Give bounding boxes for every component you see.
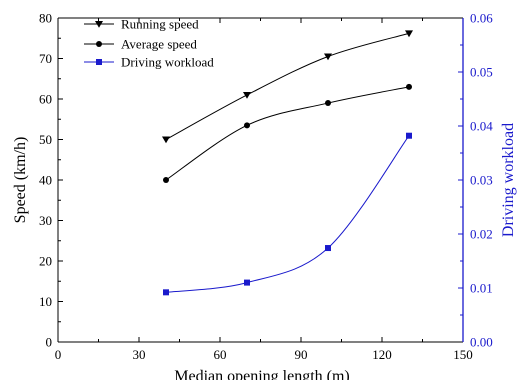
legend: Running speed Average speed Driving worklo… [84,17,214,70]
legend-entry: Driving workload [121,55,214,70]
y-tick-label: 50 [39,132,52,147]
series-layer [162,30,413,296]
legend-marker [95,21,103,28]
y-tick-label: 70 [39,51,52,66]
y2-tick-label: 0.02 [470,227,493,242]
x-axis-label: Median opening length (m) [174,368,350,380]
series-line [165,32,410,140]
data-point [163,289,169,296]
series-line [165,86,410,181]
data-point [244,122,250,129]
x-tick-label: 60 [214,347,227,362]
y-tick-label: 0 [46,335,53,350]
y-tick-label: 40 [39,173,52,188]
series-3 [163,132,412,296]
axes [57,17,464,343]
x-tick-label: 90 [295,347,308,362]
series-line [165,135,410,293]
data-point [324,53,332,61]
y-axis-label: Speed (km/h) [12,137,29,224]
y2-tick-label: 0.00 [470,335,493,350]
y-tick-label: 20 [39,254,52,269]
data-point [325,100,331,107]
y2-tick-label: 0.01 [470,281,493,296]
y-tick-label: 60 [39,92,52,107]
legend-entry: Running speed [121,17,199,32]
data-point [243,91,251,99]
x-tick-label: 0 [55,347,62,362]
data-point [162,136,170,144]
y2-tick-label: 0.03 [470,173,493,188]
data-point [163,177,169,183]
y-tick-label: 80 [39,11,52,26]
legend-entry: Average speed [121,37,197,52]
data-point [325,245,331,252]
y-tick-label: 30 [39,213,52,228]
data-point [405,30,413,38]
y2-tick-label: 0.04 [470,119,493,134]
y2-tick-label: 0.05 [470,65,493,80]
tick-labels: 0 30 60 90 120 150 0 10 20 30 40 50 60 70 80 0.00 0.01 0.… [39,11,493,363]
y2-tick-label: 0.06 [470,11,493,26]
y2-axis-label: Driving workload [500,123,517,237]
x-tick-label: 120 [372,347,392,362]
legend-marker [96,59,102,65]
legend-marker [96,41,102,47]
y-tick-label: 10 [39,294,52,309]
series-2 [163,83,412,183]
x-tick-label: 150 [453,347,473,362]
data-point [406,132,412,139]
x-tick-label: 30 [133,347,146,362]
data-point [244,279,250,286]
series-1 [162,30,413,144]
data-point [406,83,412,90]
